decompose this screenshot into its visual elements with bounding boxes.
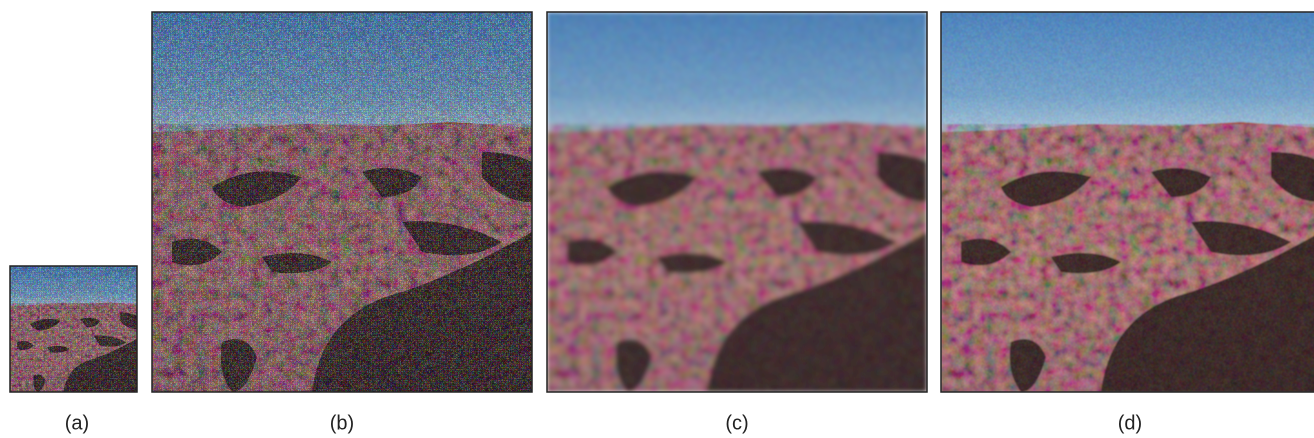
figure: (a) (b) (c) (d)	[0, 0, 1314, 438]
panel-b: (b)	[152, 12, 532, 434]
panel-label: (b)	[330, 412, 354, 434]
panel-label: (c)	[725, 412, 748, 434]
panel-label: (d)	[1118, 412, 1142, 434]
panel-label: (a)	[65, 412, 89, 434]
panel-d: (d)	[941, 12, 1314, 434]
panel-c: (c)	[547, 12, 927, 434]
panel-a: (a)	[10, 266, 137, 434]
